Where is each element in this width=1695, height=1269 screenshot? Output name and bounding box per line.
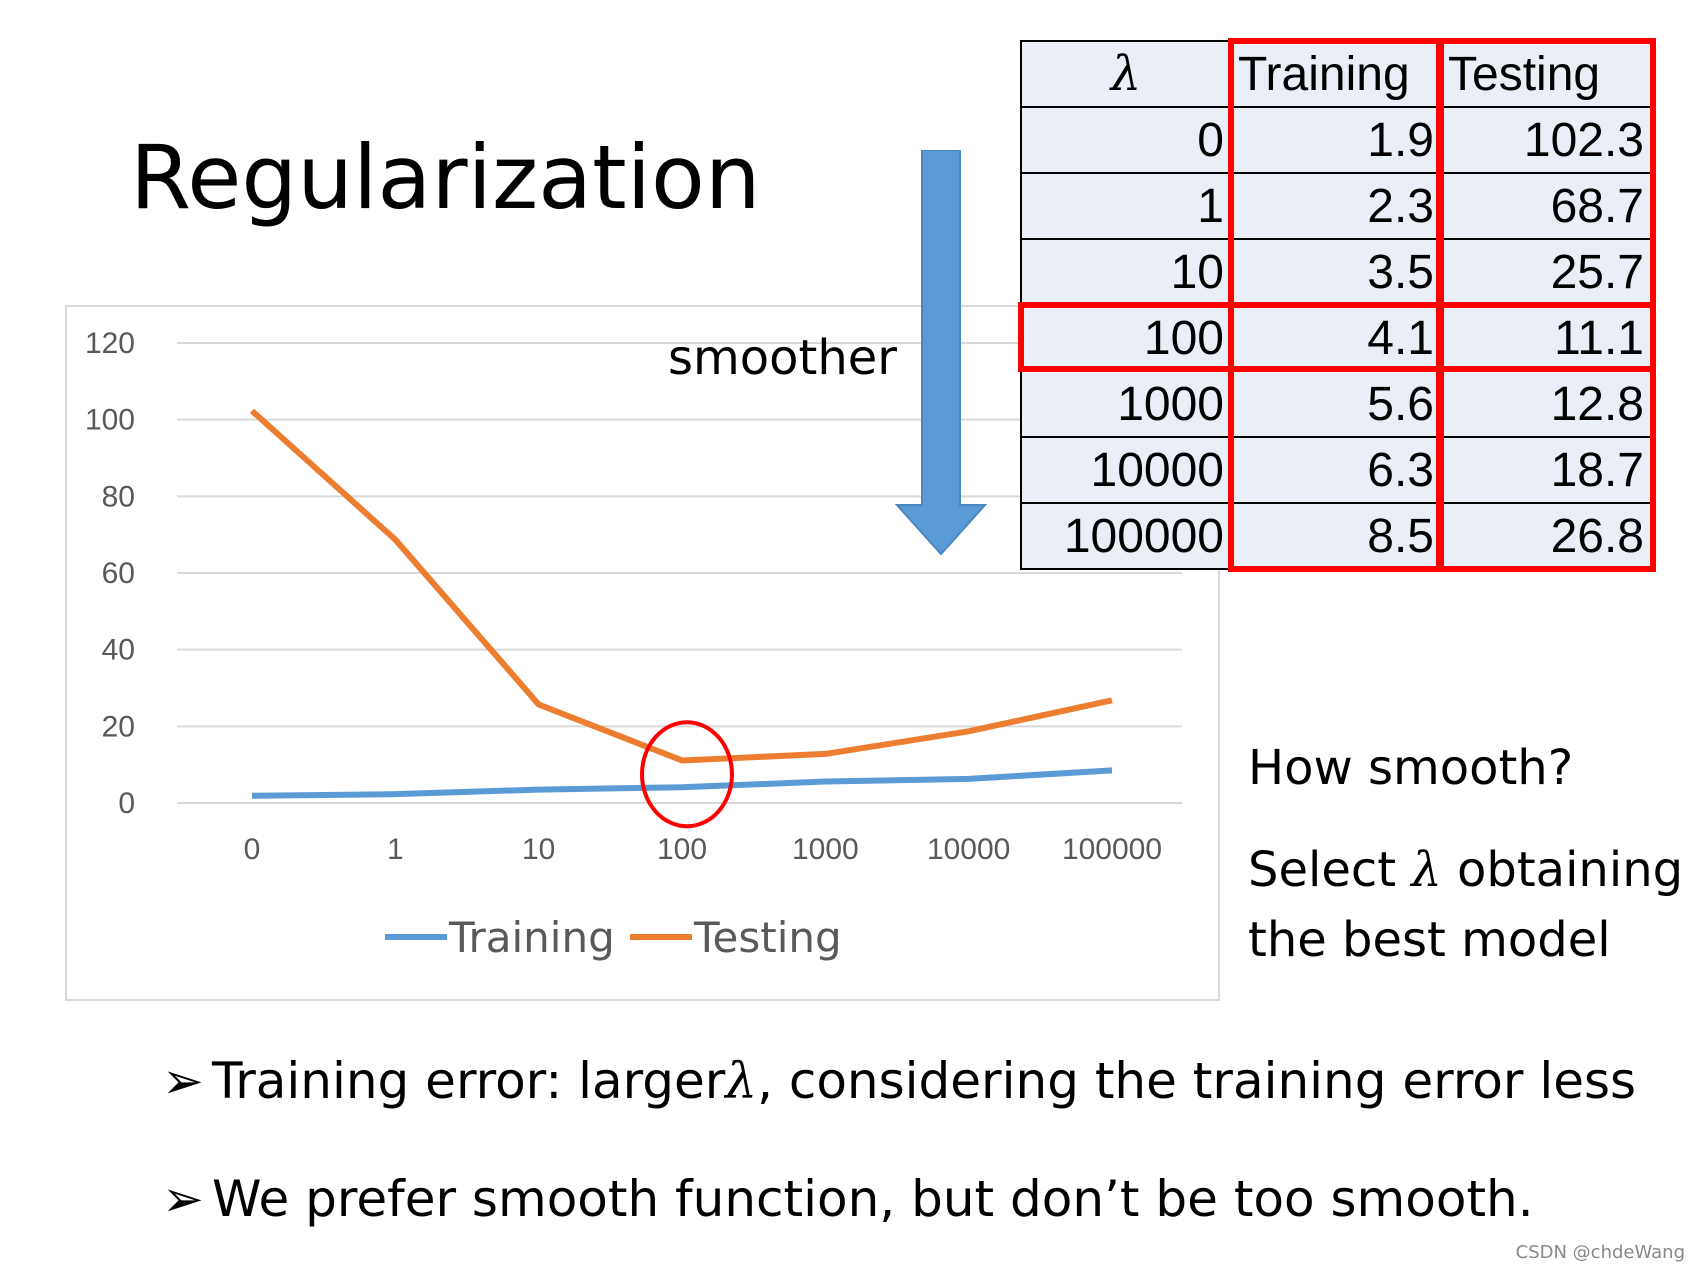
legend-label-training: Training xyxy=(448,913,615,962)
training-column-box xyxy=(1228,38,1442,572)
bullet-arrow-icon: ➢ xyxy=(162,1052,204,1110)
optimum-highlight-circle xyxy=(640,720,734,829)
x-tick-label: 10 xyxy=(522,833,555,866)
table-cell: 11.1 xyxy=(1440,304,1652,372)
table-cell: 4.1 xyxy=(1230,304,1442,372)
table-cell: 1 xyxy=(1020,172,1232,240)
table-header-cell: Training xyxy=(1230,40,1442,108)
y-tick-label: 0 xyxy=(118,787,135,820)
x-tick-label: 100 xyxy=(657,833,707,866)
y-tick-label: 60 xyxy=(102,557,135,590)
smoother-label: smoother xyxy=(668,330,898,386)
table-cell: 1.9 xyxy=(1230,106,1442,174)
table-cell: 25.7 xyxy=(1440,238,1652,306)
x-tick-label: 0 xyxy=(244,833,261,866)
select-suffix: obtaining the best model xyxy=(1248,842,1684,968)
table-header-cell: λ xyxy=(1020,40,1232,108)
table-cell: 12.8 xyxy=(1440,370,1652,438)
watermark: CSDN @chdeWang xyxy=(1515,1242,1685,1263)
table-cell: 10 xyxy=(1020,238,1232,306)
table-header-row: λ Training Testing xyxy=(1020,40,1652,108)
bullet-training-error: ➢ Training error: largerλ, considering th… xyxy=(162,1052,1636,1110)
y-tick-label: 20 xyxy=(102,710,135,743)
x-tick-label: 1 xyxy=(387,833,404,866)
table-cell: 102.3 xyxy=(1440,106,1652,174)
bullet-smooth-function: ➢ We prefer smooth function, but don’t be… xyxy=(162,1170,1534,1228)
table-cell: 10000 xyxy=(1020,436,1232,504)
bullet-1-prefix: Training error: larger xyxy=(212,1052,726,1110)
x-tick-label: 10000 xyxy=(927,833,1010,866)
lambda-symbol: λ xyxy=(1411,842,1442,898)
table-cell: 0 xyxy=(1020,106,1232,174)
testing-column-box xyxy=(1438,38,1656,572)
table-cell: 26.8 xyxy=(1440,502,1652,570)
bullet-1-lambda: λ xyxy=(725,1052,758,1110)
bullet-arrow-icon: ➢ xyxy=(162,1170,204,1228)
series-line-training xyxy=(251,767,1113,799)
y-tick-label: 80 xyxy=(102,480,135,513)
table-row: 10000 6.3 18.7 xyxy=(1020,436,1652,504)
table-header-cell: Testing xyxy=(1440,40,1652,108)
chart-svg: 0 20 40 60 80 100 120 0 1 10 100 1000 10000 100000 T… xyxy=(85,327,1182,962)
table-cell: 5.6 xyxy=(1230,370,1442,438)
select-prefix: Select xyxy=(1248,842,1412,898)
legend-label-testing: Testing xyxy=(693,913,842,962)
x-tick-label: 1000 xyxy=(792,833,859,866)
down-arrow-icon xyxy=(895,150,987,556)
table-cell: 6.3 xyxy=(1230,436,1442,504)
y-tick-label: 40 xyxy=(102,634,135,667)
bullet-1-suffix: , considering the training error less xyxy=(757,1052,1637,1110)
table-row: 100 4.1 11.1 xyxy=(1020,304,1652,372)
table-cell: 100000 xyxy=(1020,502,1232,570)
y-tick-label: 100 xyxy=(85,404,135,437)
table-row: 100000 8.5 26.8 xyxy=(1020,502,1652,570)
table-row: 1 2.3 68.7 xyxy=(1020,172,1652,240)
series-line-testing xyxy=(249,408,1113,764)
bullet-2-text: We prefer smooth function, but don’t be … xyxy=(212,1170,1534,1228)
select-lambda-text: Select λ obtaining the best model xyxy=(1248,835,1688,975)
table-row: 1000 5.6 12.8 xyxy=(1020,370,1652,438)
x-tick-label: 100000 xyxy=(1062,833,1162,866)
slide-title: Regularization xyxy=(130,126,761,229)
table-cell: 2.3 xyxy=(1230,172,1442,240)
table-row: 0 1.9 102.3 xyxy=(1020,106,1652,174)
table-cell: 1000 xyxy=(1020,370,1232,438)
how-smooth-question: How smooth? xyxy=(1248,740,1574,796)
table-cell: 18.7 xyxy=(1440,436,1652,504)
y-tick-label: 120 xyxy=(85,327,135,360)
